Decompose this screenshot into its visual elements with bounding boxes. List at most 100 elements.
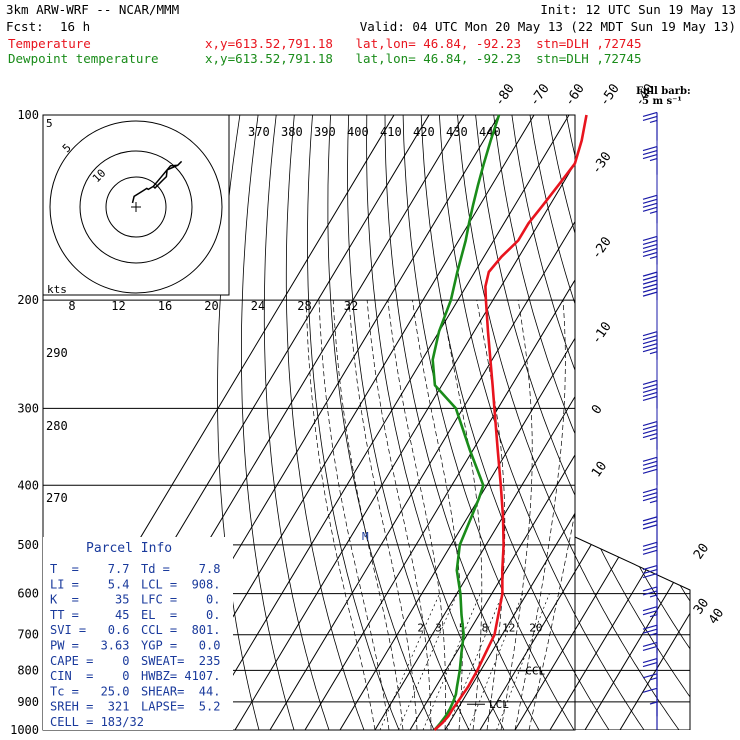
mixing-ratio-label: 8 [482,622,489,635]
theta-side-label: 290 [46,346,68,360]
wind-barb-half [649,594,658,598]
wind-barb-flag [642,433,658,439]
wind-barb-flag [642,275,658,281]
valid-time: Valid: 04 UTC Mon 20 May 13 (22 MDT Sun … [359,19,736,34]
mixing-ratio-label: 2 [417,622,424,635]
parcel-row-left: T = 7.7 [50,562,129,576]
wind-barb [642,541,658,571]
hodograph-speed-tick: 16 [158,299,172,313]
wind-barb-flag [642,347,658,353]
dry-adiabat [584,115,690,730]
wind-barb-half [649,119,658,124]
dry-adiabat [457,115,689,730]
parcel-title: Parcel Info [86,541,172,556]
wind-barb-flag [642,568,658,575]
temperature-profile [433,114,588,731]
lcl-label: LCL [489,698,509,711]
wind-barb-flag [642,239,658,246]
wind-barb-half [649,632,658,636]
mixing-ratio-line [379,593,440,730]
wind-barb-flag [642,251,658,258]
isotherm-line [296,115,675,730]
wind-barb-half [649,210,658,214]
hodograph-speed-tick: 32 [344,299,358,313]
wind-barb-flag [642,624,658,630]
parcel-row-left: TT = 45 [50,608,129,622]
parcel-row-right: LAPSE= 5.2 [141,700,220,714]
parcel-row-right: YGP = 0.0 [141,639,220,653]
parcel-row-right: Td = 7.8 [141,562,220,576]
ccl-label: CCL [525,665,545,678]
wind-barb [642,516,658,545]
moist-adiabat [514,300,566,730]
pressure-label-200: 200 [17,293,39,307]
plot-frame-extension [574,536,691,730]
wind-barb-flag [642,247,658,254]
moist-adiabat [366,300,432,730]
model-title: 3km ARW-WRF -- NCAR/MMM [6,2,180,17]
wind-barb-flag [642,429,658,435]
isotherm-label: -10 [589,319,615,347]
wind-barb-flag [642,391,658,398]
parcel-row-right: LCL = 908. [141,577,220,591]
parcel-row-left: CAPE = 0 [50,654,129,668]
hodograph-speed-tick: 12 [111,299,125,313]
wind-barb-flag [642,379,658,386]
wind-barb-flag [642,545,658,551]
dry-adiabat [602,115,690,730]
dry-adiabat [402,115,583,730]
theta-label: 440 [479,125,501,139]
mixing-ratio-label: 3 [435,622,442,635]
hodograph-ring [79,150,193,264]
wind-barb [642,146,658,175]
wind-barb-flag [642,291,658,297]
isotherm-label: -60 [562,81,588,109]
wind-barb-flag [642,235,658,242]
dry-adiabat [439,115,654,730]
theta-label: 390 [314,125,336,139]
moist-adiabat [305,300,376,730]
hodograph-speed-tick: 20 [204,299,218,313]
wind-barb-flag [642,111,658,118]
wind-barb-flag [642,492,658,498]
pressure-label-500: 500 [17,538,39,552]
wind-barb-half [649,351,658,355]
dry-adiabat [285,115,370,730]
theta-side-label: 280 [46,419,68,433]
isotherm-line [226,115,605,730]
mixing-ratio-line [467,593,524,730]
isotherm-label: -50 [597,81,623,109]
parcel-row-left: PW = 3.63 [50,639,129,653]
dry-adiabat [384,115,547,730]
hodograph-ring [49,120,223,294]
dry-adiabat [420,115,618,730]
dry-adiabat [307,115,405,730]
wind-barb-flag [642,628,658,634]
pressure-label-1000: 1000 [10,723,39,737]
wind-barb-flag [642,383,658,390]
wind-barb-flag [642,425,658,431]
wind-barb-flag [642,343,658,349]
wind-barb-flag [642,464,658,470]
pressure-label-400: 400 [17,478,39,492]
moist-adiabat [500,300,533,730]
hodograph-ring [105,176,167,238]
wind-barb-flag [642,590,658,596]
dewpoint-legend-info: x,y=613.52,791.18 lat,lon= 46.84, -92.23… [205,51,642,66]
hodograph-speed-tick: 8 [68,299,75,313]
isotherm-line [436,115,690,730]
hodograph-speed-unit: kts [47,283,67,296]
m-marker: M [362,530,369,543]
wind-barb-flag [642,524,658,530]
pressure-label-300: 300 [17,401,39,415]
parcel-row-left: SREH = 321 [50,700,129,714]
hodograph-trace [131,160,183,204]
wind-barb [642,194,658,224]
theta-label: 370 [248,125,270,139]
wind-barb [642,379,658,409]
wind-barb [642,235,658,265]
dry-adiabat [240,115,299,730]
wind-barb-flag [642,673,658,679]
mixing-ratio-line [398,593,458,730]
